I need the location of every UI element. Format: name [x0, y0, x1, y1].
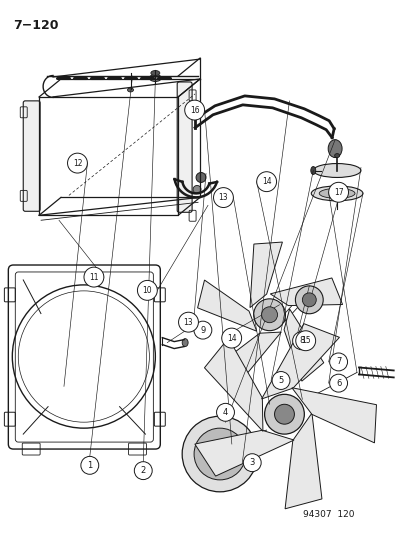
Circle shape — [192, 185, 201, 193]
Ellipse shape — [182, 338, 188, 346]
Text: 14: 14 — [226, 334, 236, 343]
Polygon shape — [285, 413, 321, 509]
Text: 9: 9 — [200, 326, 205, 335]
Text: 4: 4 — [222, 408, 228, 417]
Circle shape — [67, 153, 87, 173]
Text: 10: 10 — [142, 286, 152, 295]
Circle shape — [84, 267, 104, 287]
Circle shape — [221, 328, 241, 348]
Ellipse shape — [334, 154, 339, 158]
Ellipse shape — [196, 173, 206, 182]
Circle shape — [328, 182, 348, 202]
Circle shape — [184, 100, 204, 120]
Text: 15: 15 — [300, 336, 310, 345]
Circle shape — [81, 456, 99, 474]
Text: 11: 11 — [89, 272, 98, 281]
Text: 1: 1 — [87, 461, 92, 470]
Circle shape — [253, 299, 285, 330]
Text: 5: 5 — [278, 376, 283, 385]
Ellipse shape — [310, 166, 315, 174]
Text: 94307  120: 94307 120 — [303, 510, 354, 519]
Polygon shape — [204, 338, 262, 431]
Circle shape — [206, 440, 233, 468]
Text: 13: 13 — [183, 318, 193, 327]
Polygon shape — [270, 278, 342, 305]
FancyBboxPatch shape — [177, 82, 192, 212]
Circle shape — [295, 331, 315, 351]
Text: 16: 16 — [190, 106, 199, 115]
Text: 3: 3 — [249, 458, 254, 467]
Polygon shape — [283, 309, 323, 381]
Circle shape — [329, 374, 347, 392]
Circle shape — [214, 448, 225, 460]
Circle shape — [193, 321, 211, 339]
Circle shape — [301, 293, 316, 307]
Text: 17: 17 — [333, 188, 342, 197]
Circle shape — [134, 462, 152, 480]
Text: 7: 7 — [335, 358, 340, 367]
Ellipse shape — [328, 140, 341, 158]
Circle shape — [137, 280, 157, 300]
Ellipse shape — [311, 186, 362, 201]
Circle shape — [182, 416, 257, 492]
Circle shape — [213, 188, 233, 207]
Ellipse shape — [318, 188, 354, 198]
Circle shape — [295, 286, 323, 314]
Circle shape — [274, 404, 294, 424]
Polygon shape — [249, 242, 282, 308]
Polygon shape — [216, 332, 280, 381]
Polygon shape — [195, 430, 293, 476]
Text: 13: 13 — [218, 193, 228, 202]
Circle shape — [292, 332, 310, 350]
Polygon shape — [291, 387, 375, 443]
Text: 6: 6 — [335, 378, 340, 387]
Circle shape — [264, 394, 304, 434]
Circle shape — [243, 454, 261, 472]
Circle shape — [271, 372, 289, 390]
Text: 8: 8 — [298, 336, 304, 345]
Text: 12: 12 — [73, 159, 82, 167]
Circle shape — [194, 428, 245, 480]
Ellipse shape — [127, 88, 133, 92]
Ellipse shape — [149, 75, 161, 82]
Circle shape — [216, 403, 234, 421]
Polygon shape — [197, 280, 256, 331]
Circle shape — [261, 307, 277, 322]
Circle shape — [178, 312, 198, 332]
Text: 7−120: 7−120 — [13, 19, 59, 33]
Text: 14: 14 — [261, 177, 271, 186]
Polygon shape — [261, 324, 339, 399]
Ellipse shape — [150, 70, 159, 76]
FancyBboxPatch shape — [23, 101, 40, 211]
Circle shape — [329, 353, 347, 371]
Ellipse shape — [313, 164, 360, 177]
Text: 2: 2 — [140, 466, 145, 475]
Circle shape — [256, 172, 276, 191]
